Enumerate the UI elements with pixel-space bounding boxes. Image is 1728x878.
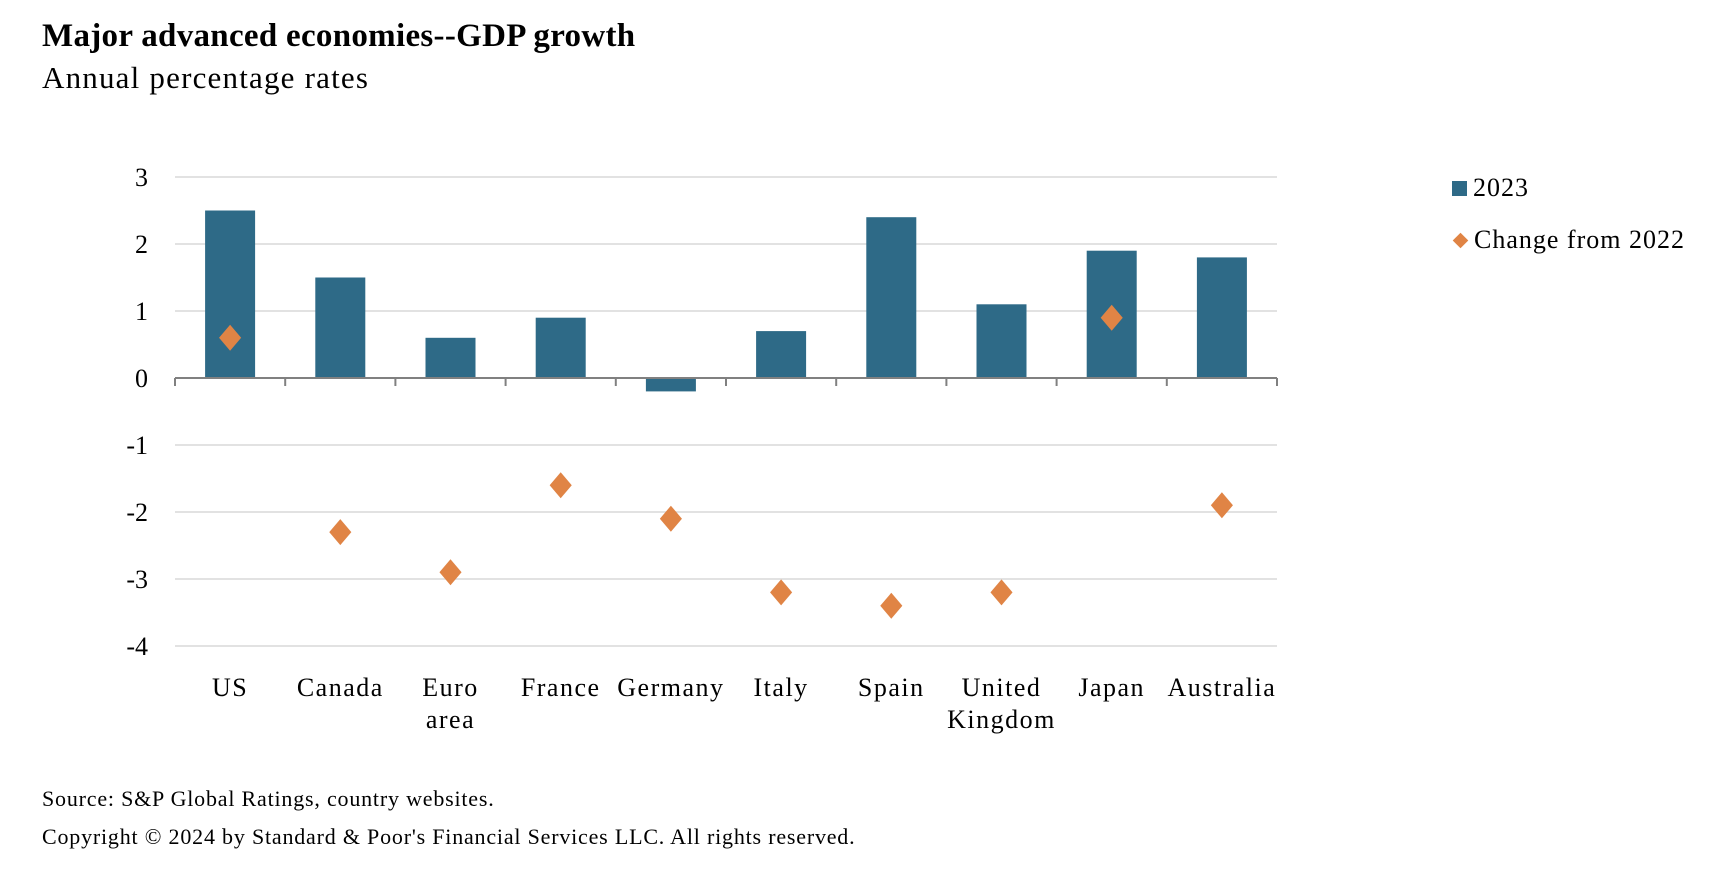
- legend-label: 2023: [1473, 173, 1529, 202]
- legend: 2023 Change from 2022: [1452, 170, 1685, 274]
- x-tick-label: France: [521, 673, 601, 702]
- legend-label: Change from 2022: [1474, 225, 1685, 254]
- y-tick-label: 3: [135, 163, 148, 192]
- y-axis-ticks: 3 2 1 0 -1 -2 -3 -4: [126, 163, 148, 661]
- marker-japan: [1100, 304, 1123, 331]
- bar-euro-area: [425, 337, 476, 378]
- marker-france: [549, 472, 572, 499]
- marker-united-kingdom: [990, 579, 1013, 606]
- legend-item-change: Change from 2022: [1452, 222, 1685, 258]
- x-tick-label: Kingdom: [947, 705, 1056, 734]
- chart-title: Major advanced economies--GDP growth: [42, 18, 636, 54]
- x-tick-label: Spain: [858, 673, 925, 702]
- y-tick-label: -3: [126, 565, 148, 594]
- bar-united-kingdom: [976, 304, 1027, 378]
- marker-australia: [1210, 492, 1233, 519]
- legend-diamond-icon: [1452, 232, 1469, 248]
- y-tick-label: 0: [135, 364, 148, 393]
- bar-series-2023: [205, 210, 1247, 392]
- x-tick-label: Italy: [754, 673, 809, 702]
- bar-italy: [756, 331, 807, 378]
- x-tick-label: Germany: [617, 673, 724, 702]
- y-tick-label: 1: [135, 297, 148, 326]
- gridlines: [175, 176, 1277, 647]
- y-tick-label: 2: [135, 230, 148, 259]
- x-tick-label: United: [962, 673, 1042, 702]
- marker-us: [219, 324, 242, 351]
- bar-canada: [315, 277, 366, 378]
- x-tick-label: Canada: [297, 673, 384, 702]
- chart-subtitle: Annual percentage rates: [42, 60, 370, 95]
- y-tick-label: -4: [126, 632, 148, 661]
- bar-germany: [645, 378, 696, 392]
- x-axis-labels: US Canada Euro area France Germany Italy Spain U…: [212, 673, 1276, 734]
- marker-euro-area: [439, 559, 462, 586]
- scatter-series-change-from-2022: [219, 304, 1233, 619]
- marker-germany: [659, 505, 682, 532]
- copyright-note: Copyright © 2024 by Standard & Poor's Fi…: [42, 824, 856, 849]
- y-tick-label: -2: [126, 498, 148, 527]
- bar-france: [535, 317, 586, 378]
- x-tick-label: area: [426, 705, 475, 734]
- source-note: Source: S&P Global Ratings, country webs…: [42, 786, 495, 811]
- x-tick-label: Japan: [1078, 673, 1145, 702]
- x-axis: [174, 377, 1278, 386]
- legend-square-icon: [1452, 180, 1467, 196]
- x-tick-label: Australia: [1167, 673, 1276, 702]
- y-tick-label: -1: [126, 431, 148, 460]
- x-tick-label: US: [212, 673, 248, 702]
- marker-italy: [770, 579, 793, 606]
- marker-canada: [329, 519, 352, 546]
- marker-spain: [880, 592, 903, 619]
- legend-item-2023: 2023: [1452, 170, 1685, 206]
- bar-spain: [866, 217, 917, 378]
- bar-us: [205, 210, 256, 378]
- bar-australia: [1196, 257, 1247, 378]
- x-tick-label: Euro: [422, 673, 479, 702]
